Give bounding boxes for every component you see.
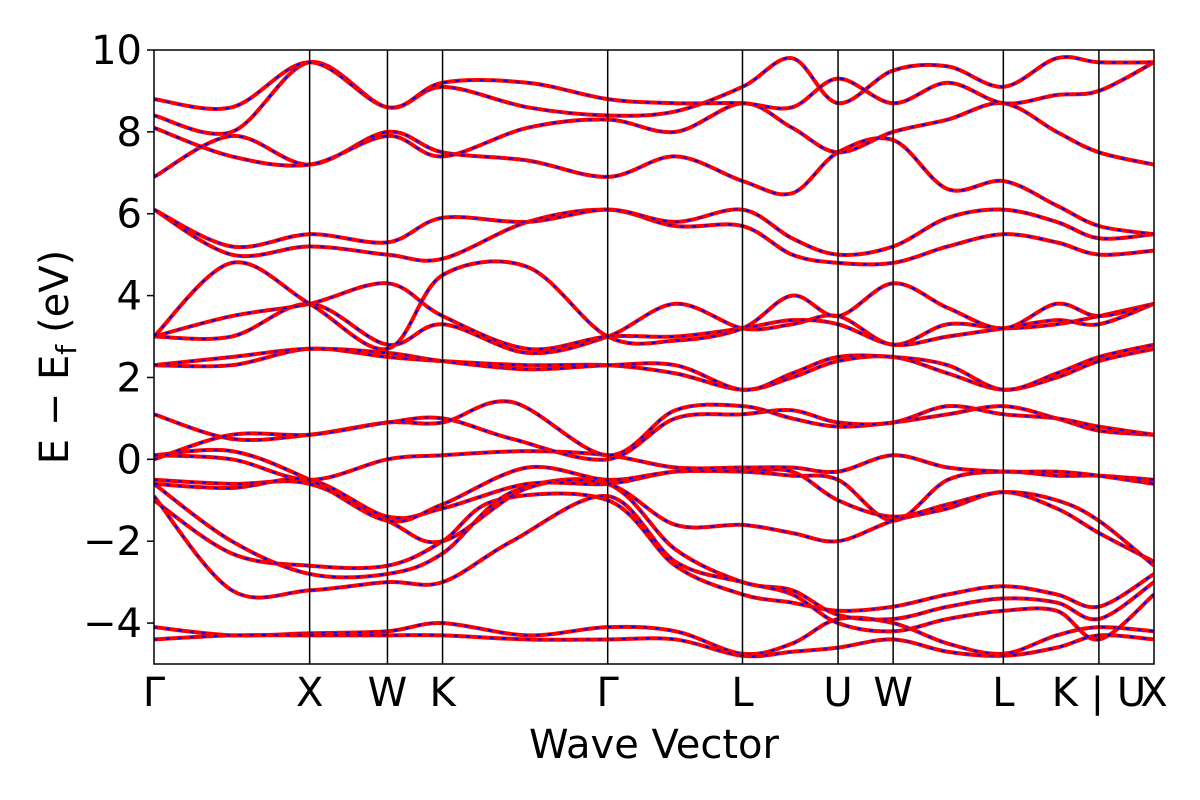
y-tick-label-3: 2	[117, 355, 142, 401]
x-tick-label-3: K	[429, 670, 457, 716]
x-tick-label-7: W	[873, 670, 913, 716]
y-axis-label-unit: (eV)	[32, 250, 78, 333]
band-1-solid	[154, 633, 1154, 659]
x-tick-label-4: Γ	[597, 670, 620, 716]
y-tick-label-0: −4	[83, 601, 142, 647]
y-tick-label-2: 0	[117, 437, 142, 483]
y-axis-label-main: E − E	[32, 355, 78, 465]
x-tick-label-0: Γ	[143, 670, 166, 716]
band-0-solid	[154, 615, 1154, 657]
x-tick-label-6: U	[823, 670, 852, 716]
band-13-dashed	[154, 302, 1154, 355]
y-axis-label-subscript: f	[50, 344, 83, 355]
y-tick-label-6: 8	[117, 110, 142, 156]
band-14-dashed	[154, 282, 1154, 351]
band-21-dashed	[154, 61, 1154, 110]
band-16-dashed	[154, 208, 1154, 266]
y-tick-label-4: 4	[117, 274, 142, 320]
band-2-dashed	[154, 492, 1154, 612]
y-axis-label: E − Ef (eV)	[32, 250, 83, 465]
y-tick-label-7: 10	[91, 28, 142, 74]
bands-layer	[154, 55, 1154, 659]
band-17-solid	[154, 207, 1154, 257]
y-axis-ticks: −4 −2 0 2 4 6 8 10	[83, 28, 154, 647]
band-3-dashed	[154, 478, 1154, 621]
band-12-solid	[154, 342, 1154, 392]
x-tick-label-10: X	[1140, 670, 1167, 716]
plot-frame	[153, 49, 1155, 665]
y-tick-label-5: 6	[117, 192, 142, 238]
band-8-dashed	[154, 450, 1154, 485]
band-4-solid	[154, 494, 1154, 642]
high-symmetry-lines	[308, 50, 1100, 664]
band-20-dashed	[154, 56, 1154, 135]
plot-background	[154, 50, 1154, 664]
band-6-dashed	[154, 468, 1154, 567]
band-10-dashed	[154, 404, 1154, 461]
x-tick-label-2: W	[368, 670, 408, 716]
x-tick-label-1: X	[296, 670, 323, 716]
x-tick-label-5: L	[731, 670, 754, 716]
x-axis-label: Wave Vector	[529, 722, 780, 768]
y-tick-label-1: −2	[83, 519, 142, 565]
x-tick-label-9: K | U	[1052, 670, 1146, 716]
x-tick-label-8: L	[992, 670, 1015, 716]
band-7-dashed	[154, 448, 1154, 523]
